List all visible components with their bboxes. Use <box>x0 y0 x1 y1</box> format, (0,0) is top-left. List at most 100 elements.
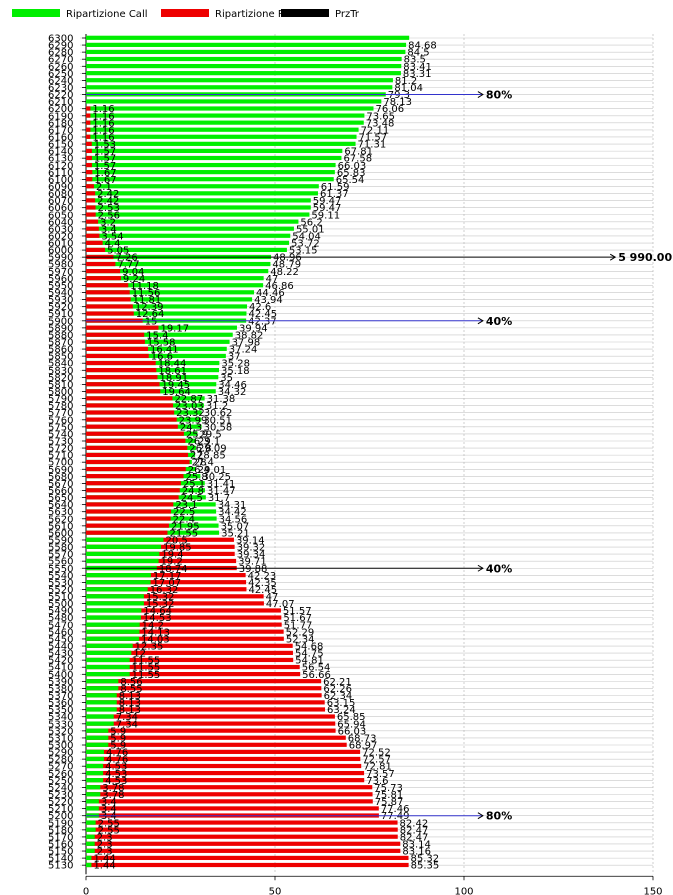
annotation-arrow-2 <box>477 317 484 325</box>
call-bar-front-5130 <box>86 862 92 868</box>
call-bar-front-5420 <box>86 657 130 663</box>
call-bar-5940 <box>86 290 255 295</box>
put-bar-5230 <box>86 792 373 797</box>
put-value-label: 7.77 <box>117 260 139 271</box>
put-bar-5970 <box>86 269 121 274</box>
call-value-label: 72.11 <box>361 125 390 136</box>
put-value-label: 26.8 <box>189 444 211 455</box>
strike-label-6230: 6230 <box>48 83 73 94</box>
annotation-arrow-0 <box>477 91 484 98</box>
call-value-label: 8.13 <box>119 705 141 716</box>
put-value-label: 56.54 <box>302 663 331 674</box>
put-bar-5130 <box>86 862 409 868</box>
strike-label-5580: 5580 <box>48 543 73 554</box>
strike-label-5830: 5830 <box>48 366 73 377</box>
call-value-label: 56.2 <box>300 217 322 228</box>
call-value-label: 73.65 <box>366 111 395 122</box>
put-value-label: 7.26 <box>115 253 137 264</box>
call-value-label: 2.3 <box>97 839 113 850</box>
call-value-label: 8.55 <box>120 684 142 695</box>
strike-label-5610: 5610 <box>48 521 73 532</box>
put-bar-5620 <box>86 516 171 521</box>
call-bar-front-5270 <box>86 763 104 769</box>
call-value-label: 30.25 <box>202 472 231 483</box>
put-value-label: 18.44 <box>158 359 187 370</box>
put-value-label: 1.57 <box>94 161 116 172</box>
put-value-label: 77.49 <box>381 811 410 822</box>
call-value-label: 15.32 <box>146 592 175 603</box>
put-bar-6190 <box>86 113 91 118</box>
call-value-label: 83.31 <box>403 69 432 80</box>
call-value-label: 14.64 <box>143 606 172 617</box>
strike-label-5220: 5220 <box>48 797 73 808</box>
put-value-label: 82.47 <box>400 832 429 843</box>
call-bar-6230 <box>86 85 393 90</box>
call-value-label: 83.5 <box>404 55 426 66</box>
strike-label-5640: 5640 <box>48 500 73 511</box>
call-bar-5860 <box>86 346 227 351</box>
call-value-label: 35.28 <box>221 359 250 370</box>
call-value-label: 61.59 <box>321 182 350 193</box>
call-value-label: 73.48 <box>366 118 395 129</box>
call-bar-front-5520 <box>86 587 148 592</box>
strike-label-5650: 5650 <box>48 493 73 504</box>
strike-label-5500: 5500 <box>48 599 73 610</box>
call-bar-front-5350 <box>86 707 117 712</box>
put-value-label: 19.17 <box>160 323 189 334</box>
call-value-label: 35.18 <box>221 366 250 377</box>
call-bar-front-5510 <box>86 594 144 599</box>
put-value-label: 2.42 <box>97 196 119 207</box>
put-value-label: 51.77 <box>284 620 313 631</box>
put-bar-5220 <box>86 799 373 804</box>
put-value-label: 1.67 <box>94 175 116 186</box>
strike-label-6110: 6110 <box>48 168 73 179</box>
put-value-label: 52.29 <box>286 627 315 638</box>
strike-label-5960: 5960 <box>48 274 73 285</box>
call-value-label: 53.15 <box>289 246 318 257</box>
put-value-label: 22.5 <box>173 507 195 518</box>
put-bar-6130 <box>86 155 92 161</box>
call-value-label: 7.34 <box>116 712 138 723</box>
call-value-label: 29.5 <box>200 429 222 440</box>
call-value-label: 8.56 <box>120 677 142 688</box>
put-value-label: 27.4 <box>192 458 214 469</box>
strike-label-5180: 5180 <box>48 825 73 836</box>
put-bar-6160 <box>86 134 91 139</box>
call-value-label: 30.62 <box>204 408 233 419</box>
strike-label-5410: 5410 <box>48 663 73 674</box>
put-bar-6090 <box>86 184 94 189</box>
put-bar-5460 <box>86 629 284 634</box>
strike-label-5430: 5430 <box>48 649 73 660</box>
call-bar-6160 <box>86 134 357 139</box>
call-bar-6120 <box>86 162 336 168</box>
call-bar-6030 <box>86 226 294 231</box>
put-value-label: 26.4 <box>188 465 210 476</box>
put-value-label: 56.66 <box>302 670 331 681</box>
call-value-label: 31.41 <box>207 479 236 490</box>
call-value-label: 11.55 <box>132 656 161 667</box>
strike-label-5510: 5510 <box>48 592 73 603</box>
put-value-label: 22.4 <box>173 514 195 525</box>
strike-label-5910: 5910 <box>48 309 73 320</box>
x-tick-label: 0 <box>83 886 89 895</box>
strike-label-6050: 6050 <box>48 210 73 221</box>
put-bar-5940 <box>86 290 130 295</box>
call-value-label: 29.01 <box>198 465 227 476</box>
strike-label-5470: 5470 <box>48 620 73 631</box>
put-value-label: 1.16 <box>92 132 114 143</box>
strike-label-5810: 5810 <box>48 380 73 391</box>
call-bar-6250 <box>86 71 401 76</box>
put-value-label: 1.57 <box>94 154 116 165</box>
strike-label-5530: 5530 <box>48 578 73 589</box>
put-value-label: 39.32 <box>237 543 266 554</box>
put-bar-5320 <box>86 728 336 733</box>
call-value-label: 48.79 <box>272 260 301 271</box>
put-value-label: 47.07 <box>266 599 295 610</box>
call-value-label: 5.9 <box>110 726 126 737</box>
strike-label-5360: 5360 <box>48 698 73 709</box>
call-value-label: 37.98 <box>232 338 261 349</box>
put-value-label: 24.5 <box>181 493 203 504</box>
put-value-label: 1.16 <box>92 118 114 129</box>
put-value-label: 26.3 <box>187 436 209 447</box>
put-bar-6110 <box>86 170 93 175</box>
